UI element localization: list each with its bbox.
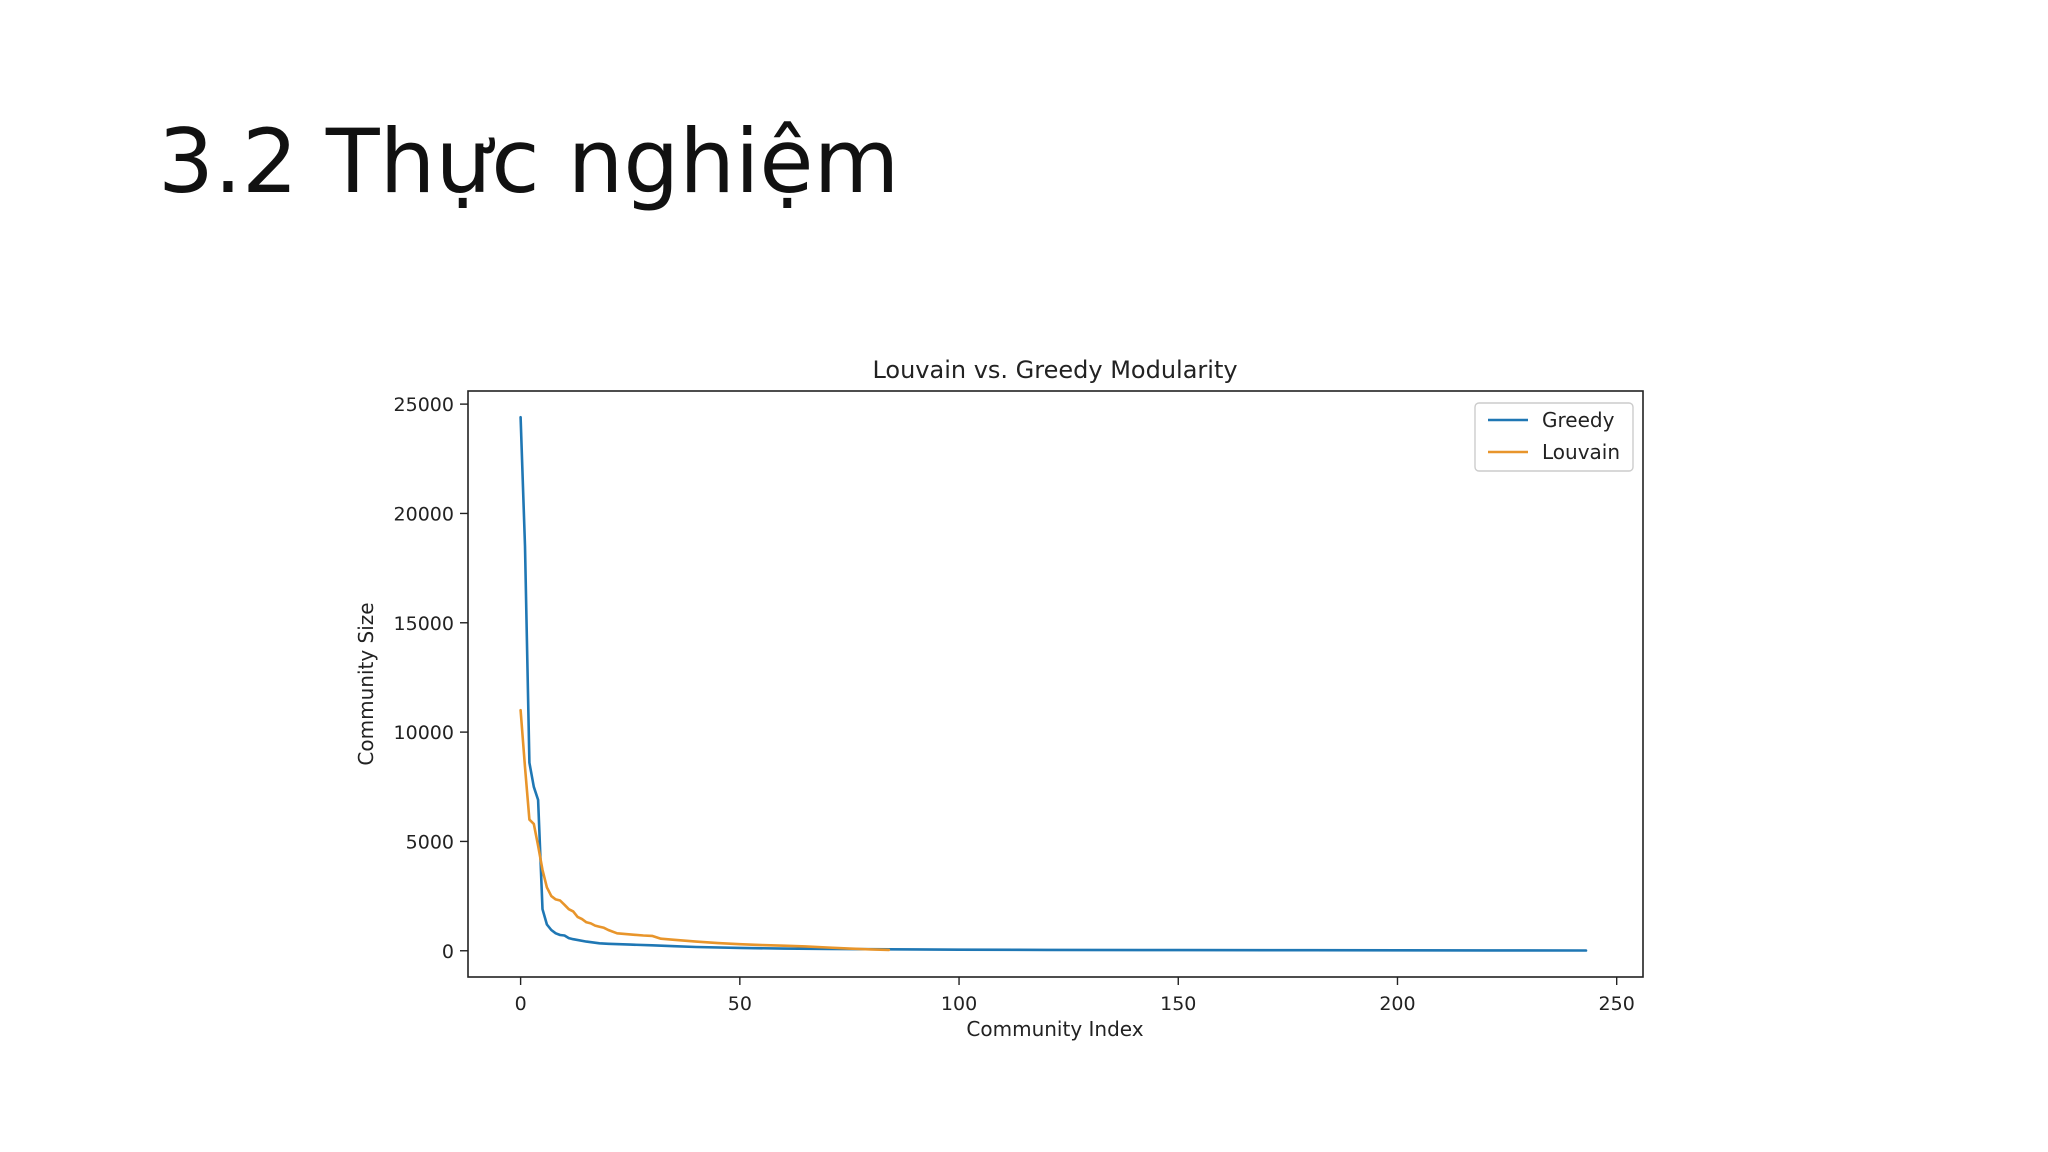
legend-label-louvain: Louvain: [1542, 440, 1620, 464]
x-axis-label: Community Index: [966, 1017, 1143, 1041]
x-tick-label: 250: [1599, 993, 1635, 1015]
plot-frame: [467, 390, 1644, 978]
x-tick-label: 100: [941, 993, 977, 1015]
y-tick-label: 20000: [394, 503, 454, 525]
legend: Greedy Louvain: [1474, 402, 1634, 472]
x-tick-label: 50: [728, 993, 752, 1015]
slide-title: 3.2 Thực nghiệm: [158, 110, 900, 213]
x-tick-label: 150: [1160, 993, 1196, 1015]
y-tick-label: 5000: [406, 831, 454, 853]
y-tick-label: 0: [442, 941, 454, 963]
chart-title: Louvain vs. Greedy Modularity: [872, 356, 1237, 384]
x-tick-label: 0: [515, 993, 527, 1015]
x-tick-label: 200: [1379, 993, 1415, 1015]
series-line-louvain: [519, 708, 891, 952]
y-tick-label: 10000: [394, 722, 454, 744]
series-line-greedy: [519, 415, 1588, 952]
y-tick-label: 15000: [394, 613, 454, 635]
y-axis-label: Community Size: [354, 602, 378, 765]
legend-label-greedy: Greedy: [1542, 408, 1615, 432]
y-tick-label: 25000: [394, 394, 454, 416]
